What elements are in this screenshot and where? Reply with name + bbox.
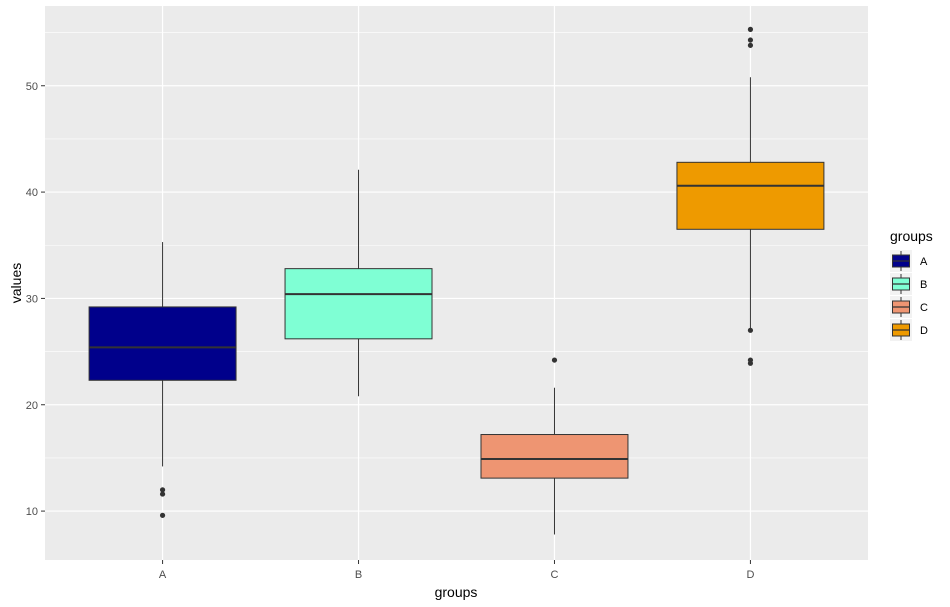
legend-title: groups	[890, 228, 933, 244]
box-rect	[676, 161, 825, 230]
x-tick-label: D	[746, 569, 754, 581]
x-tick-label: A	[159, 569, 167, 581]
outlier-point	[747, 327, 754, 333]
panel-background	[45, 6, 868, 560]
box-C	[480, 357, 629, 535]
x-tick-label: B	[355, 569, 362, 581]
y-axis: 10 20 30 40 50	[26, 81, 45, 518]
box-B	[284, 169, 433, 397]
y-tick-label: 20	[26, 400, 38, 412]
legend-label: A	[920, 256, 928, 268]
legend-item-D: D	[890, 319, 928, 341]
legend-item-B: B	[890, 273, 927, 295]
y-tick-label: 10	[26, 506, 38, 518]
y-axis-title: values	[8, 263, 24, 303]
box-D	[676, 26, 825, 366]
legend-item-A: A	[890, 250, 928, 272]
y-tick-label: 50	[26, 81, 38, 93]
box-rect	[284, 268, 433, 340]
x-tick-label: C	[550, 569, 558, 581]
box-A	[88, 242, 237, 518]
legend-label: B	[920, 279, 927, 291]
legend-item-C: C	[890, 296, 928, 318]
outlier-point	[747, 26, 754, 32]
x-axis-title: groups	[435, 584, 478, 600]
x-axis: A B C D	[159, 560, 754, 581]
legend-label: D	[920, 325, 928, 337]
outlier-point	[747, 37, 754, 43]
legend-label: C	[920, 302, 928, 314]
box-rect	[88, 306, 237, 381]
outlier-point	[747, 360, 754, 366]
y-tick-label: 40	[26, 187, 38, 199]
outlier-point	[747, 42, 754, 48]
boxes-layer	[88, 26, 825, 535]
outlier-point	[159, 512, 166, 518]
outlier-point	[159, 491, 166, 497]
outlier-point	[159, 487, 166, 493]
outlier-point	[551, 357, 558, 363]
y-tick-label: 30	[26, 293, 38, 305]
box-rect	[480, 434, 629, 479]
